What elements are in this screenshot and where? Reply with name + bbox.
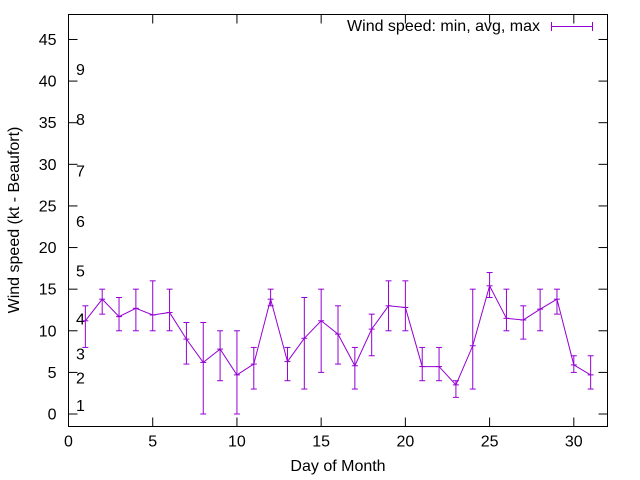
y-tick-label: 15 [39,282,57,299]
y-tick-label: 45 [39,32,57,49]
x-tick-label: 10 [228,434,246,451]
legend-label: Wind speed: min, avg, max [347,18,540,35]
x-axis-title: Day of Month [290,458,385,475]
series-group [82,272,594,415]
beaufort-label: 6 [76,214,85,231]
x-tick-label: 20 [396,434,414,451]
beaufort-label: 7 [76,163,85,180]
y-tick-label: 10 [39,323,57,340]
plot-border [68,14,608,427]
y-axis-title: Wind speed (kt - Beaufort) [6,127,23,314]
y-tick-label: 30 [39,157,57,174]
y-tick-label: 0 [48,407,57,424]
y-tick-label: 20 [39,240,57,257]
x-axis: 0 5 10 15 20 25 30 [64,14,583,451]
beaufort-label: 5 [76,263,85,280]
x-tick-label: 30 [565,434,583,451]
y-tick-label: 25 [39,198,57,215]
beaufort-label: 8 [76,112,85,129]
y-tick-label: 5 [48,365,57,382]
x-tick-label: 5 [148,434,157,451]
x-tick-label: 25 [481,434,499,451]
beaufort-label: 4 [76,312,85,329]
beaufort-label: 1 [76,398,85,415]
beaufort-scale: 1 2 3 4 5 6 7 8 9 [76,62,85,415]
y-tick-label: 35 [39,115,57,132]
y-tick-label: 40 [39,74,57,91]
beaufort-label: 3 [76,347,85,364]
x-tick-label: 0 [64,434,73,451]
beaufort-label: 9 [76,62,85,79]
legend: Wind speed: min, avg, max [347,18,593,35]
beaufort-label: 2 [76,371,85,388]
x-tick-label: 15 [312,434,330,451]
